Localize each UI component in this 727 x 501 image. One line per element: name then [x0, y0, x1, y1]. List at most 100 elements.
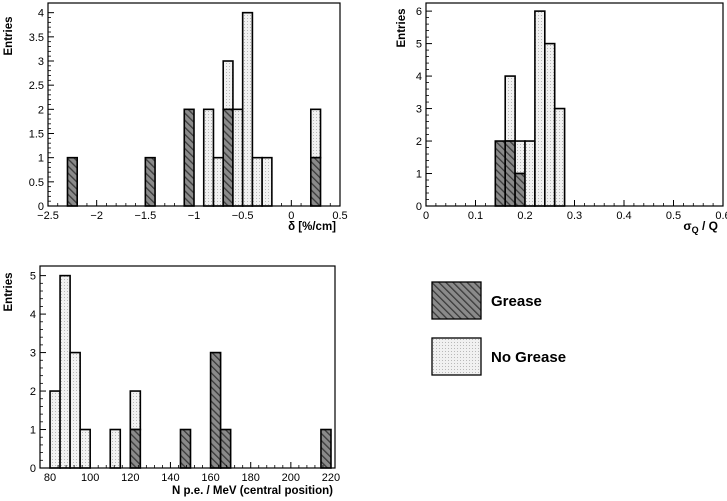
delta-y-tick-label-6: 3: [38, 56, 44, 68]
delta-bar-no-grease-8: [251, 156, 263, 207]
sigma-bars: [494, 10, 566, 207]
sigma-x-tick-label-0: 0: [423, 210, 429, 222]
npe-bar-grease-9: [320, 428, 332, 469]
npe-y-tick-label-2: 2: [30, 386, 36, 398]
sigma-bar-no-grease-3: [524, 140, 536, 207]
sigma-histogram-panel: 0 0.1 0.2 0.3 0.4 0.5 0.6 0 1 2 3 4 5 6 Entries σQ / …: [396, 2, 727, 235]
npe-y-tick-label-5: 5: [30, 271, 36, 283]
sigma-bar-grease-0: [494, 140, 506, 207]
npe-bar-grease-5: [129, 428, 142, 469]
sigma-x-tick-label-6: 0.6: [715, 210, 727, 222]
npe-x-tick-label-7: 220: [322, 472, 340, 484]
npe-x-tick-label-3: 140: [161, 472, 179, 484]
delta-y-axis-title: Entries: [3, 17, 15, 56]
sigma-bar-no-grease-2: [514, 140, 526, 175]
delta-bar-no-grease-7: [241, 11, 254, 207]
delta-x-tick-label-5: 0: [288, 210, 294, 222]
sigma-y-tick-label-5: 5: [416, 39, 422, 51]
npe-x-tick-label-4: 160: [201, 472, 219, 484]
legend-swatch-no-grease: [431, 337, 482, 376]
delta-x-tick-label-2: −1.5: [134, 210, 156, 222]
npe-bar-no-grease-2: [69, 351, 81, 469]
npe-y-tick-label-1: 1: [30, 425, 36, 437]
delta-y-tick-label-8: 4: [38, 8, 44, 20]
npe-axis-ticks: 80 100 120 140 160 180 200 220 0 1 2 3 4 5: [30, 271, 340, 484]
sigma-bar-grease-2: [514, 172, 526, 207]
npe-x-axis-title: N p.e. / MeV (central position): [172, 485, 333, 497]
delta-x-tick-label-3: −1: [188, 210, 201, 222]
delta-y-tick-label-3: 1.5: [29, 129, 44, 141]
npe-x-tick-label-5: 180: [242, 472, 260, 484]
npe-bar-no-grease-1: [59, 274, 71, 469]
legend-swatch-grease: [431, 281, 482, 320]
delta-y-tick-label-2: 1: [38, 153, 44, 165]
delta-bar-grease-5: [222, 108, 234, 207]
delta-bar-no-grease-9: [261, 156, 273, 207]
delta-histogram-panel: −2.5 −2 −1.5 −1 −0.5 0 0.5 0 0.5 1 1.5 2 2.5 3 3.5 4 En…: [3, 2, 348, 233]
sigma-x-tick-label-1: 0.1: [468, 210, 483, 222]
npe-x-tick-label-6: 200: [282, 472, 300, 484]
sigma-y-axis-title: Entries: [396, 9, 408, 48]
npe-y-axis-title: Entries: [3, 273, 15, 312]
delta-x-axis-title: δ [%/cm]: [288, 221, 336, 233]
sigma-y-tick-label-3: 3: [416, 104, 422, 116]
sigma-axis-ticks: 0 0.1 0.2 0.3 0.4 0.5 0.6 0 1 2 3 4 5 6: [416, 6, 727, 222]
sigma-y-tick-label-4: 4: [416, 71, 422, 83]
npe-bar-no-grease-0: [49, 390, 61, 469]
npe-y-tick-label-3: 3: [30, 348, 36, 360]
npe-plot-frame: [39, 265, 336, 469]
npe-bar-grease-7: [209, 351, 222, 469]
npe-x-tick-label-2: 120: [121, 472, 139, 484]
delta-y-tick-label-4: 2: [38, 104, 44, 116]
npe-bars: [49, 274, 332, 469]
sigma-y-tick-label-6: 6: [416, 6, 422, 18]
npe-histogram-panel: 80 100 120 140 160 180 200 220 0 1 2 3 4 5 Entries N …: [3, 265, 340, 497]
sigma-bar-no-grease-5: [543, 42, 556, 207]
delta-x-tick-label-6: 0.5: [332, 210, 347, 222]
npe-bar-grease-6: [179, 428, 192, 469]
delta-bar-no-grease-10: [309, 108, 322, 159]
delta-y-tick-label-1: 0.5: [29, 177, 44, 189]
delta-bar-no-grease-3: [202, 108, 215, 207]
sigma-x-axis-title: σQ / Q: [683, 219, 718, 235]
sigma-bar-no-grease-1: [504, 75, 516, 142]
sigma-y-tick-label-0: 0: [416, 201, 422, 213]
sigma-bar-no-grease-4: [534, 10, 546, 207]
delta-bar-no-grease-4: [212, 156, 224, 207]
delta-bar-grease-10: [309, 156, 322, 207]
delta-bar-grease-2: [183, 108, 195, 207]
delta-bar-grease-0: [66, 156, 79, 207]
sigma-bar-no-grease-6: [553, 107, 566, 207]
npe-y-tick-label-0: 0: [30, 463, 36, 475]
npe-x-tick-label-1: 100: [81, 472, 99, 484]
sigma-x-tick-label-2: 0.2: [517, 210, 532, 222]
sigma-y-tick-label-1: 1: [416, 169, 422, 181]
delta-y-tick-label-0: 0: [38, 201, 44, 213]
legend-label-no-grease: No Grease: [491, 349, 566, 366]
npe-bar-no-grease-5: [129, 390, 142, 431]
npe-x-tick-label-0: 80: [44, 472, 56, 484]
sigma-x-tick-label-3: 0.3: [567, 210, 582, 222]
sigma-plot-frame: [425, 2, 724, 207]
delta-bars: [66, 11, 322, 207]
npe-bar-no-grease-4: [109, 428, 122, 469]
sigma-y-tick-label-2: 2: [416, 136, 422, 148]
legend: Grease No Grease: [431, 281, 566, 376]
delta-x-tick-label-4: −0.5: [232, 210, 254, 222]
delta-bar-no-grease-6: [232, 108, 244, 207]
delta-y-tick-label-7: 3.5: [29, 32, 44, 44]
delta-x-tick-label-1: −2: [90, 210, 103, 222]
delta-x-tick-label-0: −2.5: [37, 210, 59, 222]
delta-bar-grease-1: [144, 156, 156, 207]
legend-label-grease: Grease: [491, 293, 542, 310]
sigma-x-tick-label-4: 0.4: [616, 210, 631, 222]
delta-y-tick-label-5: 2.5: [29, 80, 44, 92]
npe-bar-no-grease-3: [79, 428, 91, 469]
npe-y-tick-label-4: 4: [30, 309, 36, 321]
sigma-x-tick-label-5: 0.5: [666, 210, 681, 222]
npe-bar-grease-8: [219, 428, 232, 469]
delta-axis-ticks: −2.5 −2 −1.5 −1 −0.5 0 0.5 0 0.5 1 1.5 2 2.5 3 3.5 4: [29, 8, 348, 222]
delta-bar-no-grease-5: [222, 60, 234, 111]
sigma-bar-grease-1: [504, 140, 516, 207]
